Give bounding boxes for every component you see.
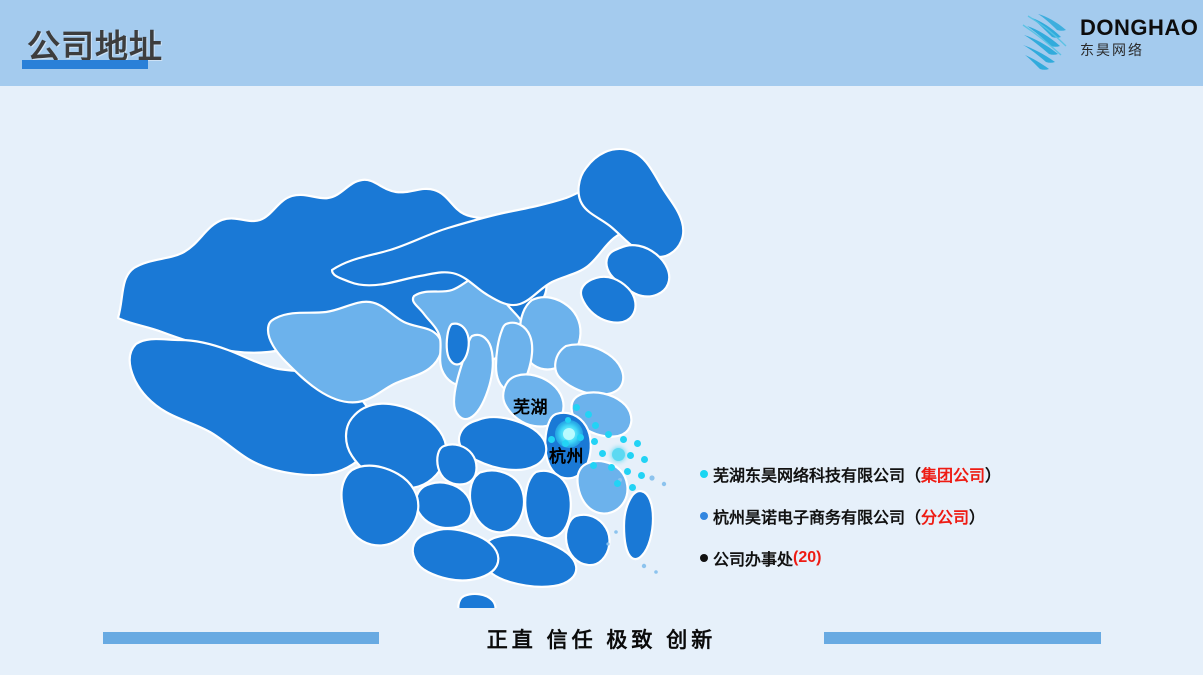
marker-office[interactable] <box>605 431 612 438</box>
marker-office[interactable] <box>577 434 584 441</box>
legend-bullet-icon <box>700 470 708 478</box>
legend-label: 杭州昊诺电子商务有限公司 <box>713 510 906 527</box>
legend-item-branch-company: 杭州昊诺电子商务有限公司 （ 分公司 ） <box>700 504 1120 528</box>
legend-paren-open: （ <box>905 468 922 485</box>
province-inner-mongolia <box>330 171 654 307</box>
province-liaoning <box>579 275 637 324</box>
marker-core <box>563 428 575 440</box>
china-map-svg <box>116 147 685 608</box>
marker-office[interactable] <box>573 404 580 411</box>
province-guangxi <box>411 527 500 582</box>
islands-group <box>606 475 667 574</box>
marker-office[interactable] <box>548 436 555 443</box>
marker-headquarters-wuhu[interactable] <box>555 420 583 448</box>
marker-office[interactable] <box>627 452 634 459</box>
marker-office[interactable] <box>638 472 645 479</box>
marker-office[interactable] <box>562 440 569 447</box>
province-jiangxi <box>524 469 572 540</box>
province-shandong <box>554 343 625 396</box>
province-yunnan <box>340 464 420 547</box>
province-zhejiang <box>576 460 629 515</box>
legend-label: 芜湖东昊网络科技有限公司 <box>713 468 906 485</box>
province-taiwan <box>622 490 655 561</box>
legend-paren-close: ） <box>969 510 986 527</box>
marker-office[interactable] <box>634 440 641 447</box>
province-hunan <box>468 469 526 534</box>
legend-paren-open: （ <box>905 510 922 527</box>
city-label-hangzhou: 杭州 <box>549 447 584 466</box>
footer-bar-left <box>103 632 379 644</box>
legend-paren-close: ） <box>985 468 1002 485</box>
logo-subtitle: 东昊网络 <box>1080 42 1144 58</box>
logo-text-block: DONGHAO 东昊网络 <box>1080 15 1199 59</box>
marker-branch-hangzhou[interactable] <box>612 448 625 461</box>
china-map-container: 芜湖 杭州 <box>96 128 696 608</box>
marker-office[interactable] <box>624 468 631 475</box>
province-hainan <box>457 592 497 608</box>
company-logo: DONGHAO 东昊网络 <box>1014 10 1199 76</box>
legend-accent: (20) <box>793 549 822 566</box>
province-shaanxi <box>452 333 494 421</box>
marker-office[interactable] <box>592 422 599 429</box>
logo-name: DONGHAO <box>1080 15 1199 40</box>
slide-header: 公司地址 <box>0 0 1203 86</box>
title-underline-bar <box>22 60 148 69</box>
legend-accent: 分公司 <box>921 510 970 527</box>
legend-accent: 集团公司 <box>921 468 986 485</box>
marker-office[interactable] <box>565 417 571 423</box>
legend-item-offices: 公司办事处 (20) <box>700 546 1120 570</box>
footer-bar-right <box>824 632 1101 644</box>
company-motto: 正直 信任 极致 创新 <box>486 629 717 652</box>
province-hubei <box>457 415 548 472</box>
marker-office[interactable] <box>608 464 615 471</box>
legend: 芜湖东昊网络科技有限公司 （ 集团公司 ） 杭州昊诺电子商务有限公司 （ 分公司… <box>700 462 1120 588</box>
legend-bullet-icon <box>700 512 708 520</box>
province-guizhou <box>414 481 473 530</box>
province-qinghai <box>266 300 443 404</box>
province-fujian <box>564 513 611 567</box>
marker-office[interactable] <box>641 456 648 463</box>
legend-bullet-icon <box>700 554 708 562</box>
marker-office[interactable] <box>614 480 621 487</box>
province-ningxia <box>445 322 470 366</box>
province-chongqing <box>436 443 478 486</box>
feather-fan-logo-icon <box>1014 12 1080 74</box>
legend-label: 公司办事处 <box>713 552 794 569</box>
marker-office[interactable] <box>620 436 627 443</box>
marker-office[interactable] <box>591 438 598 445</box>
marker-office[interactable] <box>585 411 592 418</box>
marker-office[interactable] <box>590 462 597 469</box>
marker-office[interactable] <box>599 450 606 457</box>
page-title: 公司地址 <box>27 28 163 65</box>
city-label-wuhu: 芜湖 <box>513 398 548 417</box>
province-heilongjiang <box>577 147 685 259</box>
marker-office[interactable] <box>629 484 636 491</box>
legend-item-group-company: 芜湖东昊网络科技有限公司 （ 集团公司 ） <box>700 462 1120 486</box>
